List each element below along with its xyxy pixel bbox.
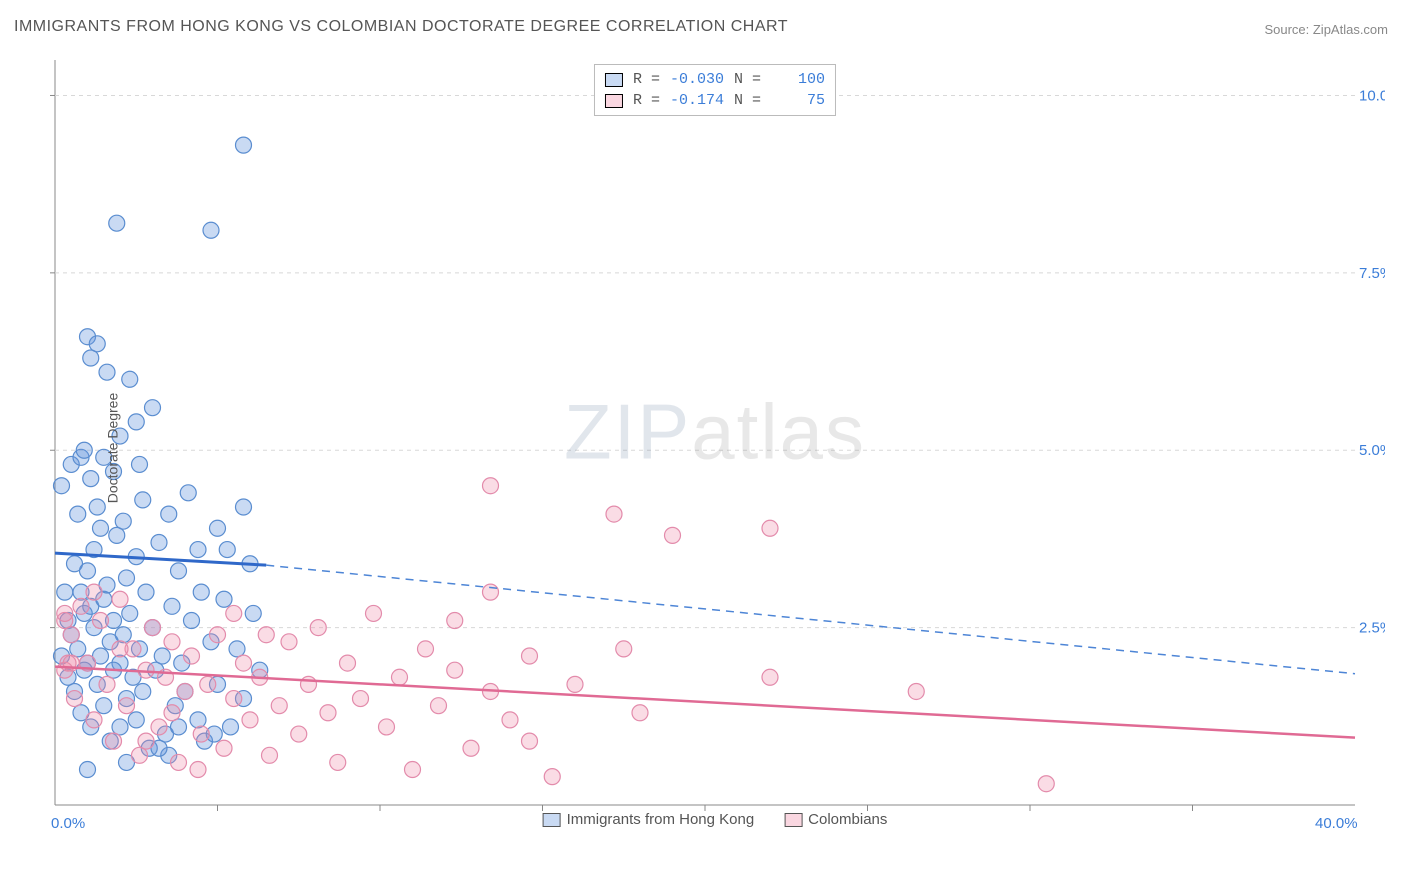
scatter-plot: 2.5% 5.0% 7.5% 10.0% [45,60,1385,835]
source-prefix: Source: [1264,22,1312,37]
legend-row-hk: R = -0.030 N = 100 [605,69,825,90]
y-axis-label: Doctorate Degree [104,392,120,503]
legend-row-co: R = -0.174 N = 75 [605,90,825,111]
svg-text:10.0%: 10.0% [1359,87,1385,104]
n-value-hk: 100 [771,69,825,90]
svg-text:2.5%: 2.5% [1359,620,1385,637]
svg-text:7.5%: 7.5% [1359,265,1385,282]
chart-title: IMMIGRANTS FROM HONG KONG VS COLOMBIAN D… [14,18,788,36]
swatch-pink-icon [784,813,802,827]
r-label: R = [633,90,660,111]
x-axis-max-label: 40.0% [1315,815,1358,832]
source-attribution: Source: ZipAtlas.com [1264,22,1388,37]
n-label: N = [734,69,761,90]
r-value-hk: -0.030 [670,69,724,90]
legend-item-hk: Immigrants from Hong Kong [543,811,755,828]
series-legend: Immigrants from Hong Kong Colombians [543,811,888,828]
n-label: N = [734,90,761,111]
svg-text:5.0%: 5.0% [1359,442,1385,459]
legend-item-co: Colombians [784,811,887,828]
n-value-co: 75 [771,90,825,111]
chart-container: Doctorate Degree ZIPatlas 2.5%5.0%7.5%10… [45,60,1385,835]
swatch-blue-icon [543,813,561,827]
x-axis-min-label: 0.0% [51,815,85,832]
correlation-legend: R = -0.030 N = 100 R = -0.174 N = 75 [594,64,836,116]
r-value-co: -0.174 [670,90,724,111]
swatch-blue-icon [605,73,623,87]
legend-label-hk: Immigrants from Hong Kong [567,811,755,828]
source-link[interactable]: ZipAtlas.com [1313,22,1388,37]
legend-label-co: Colombians [808,811,887,828]
r-label: R = [633,69,660,90]
swatch-pink-icon [605,94,623,108]
